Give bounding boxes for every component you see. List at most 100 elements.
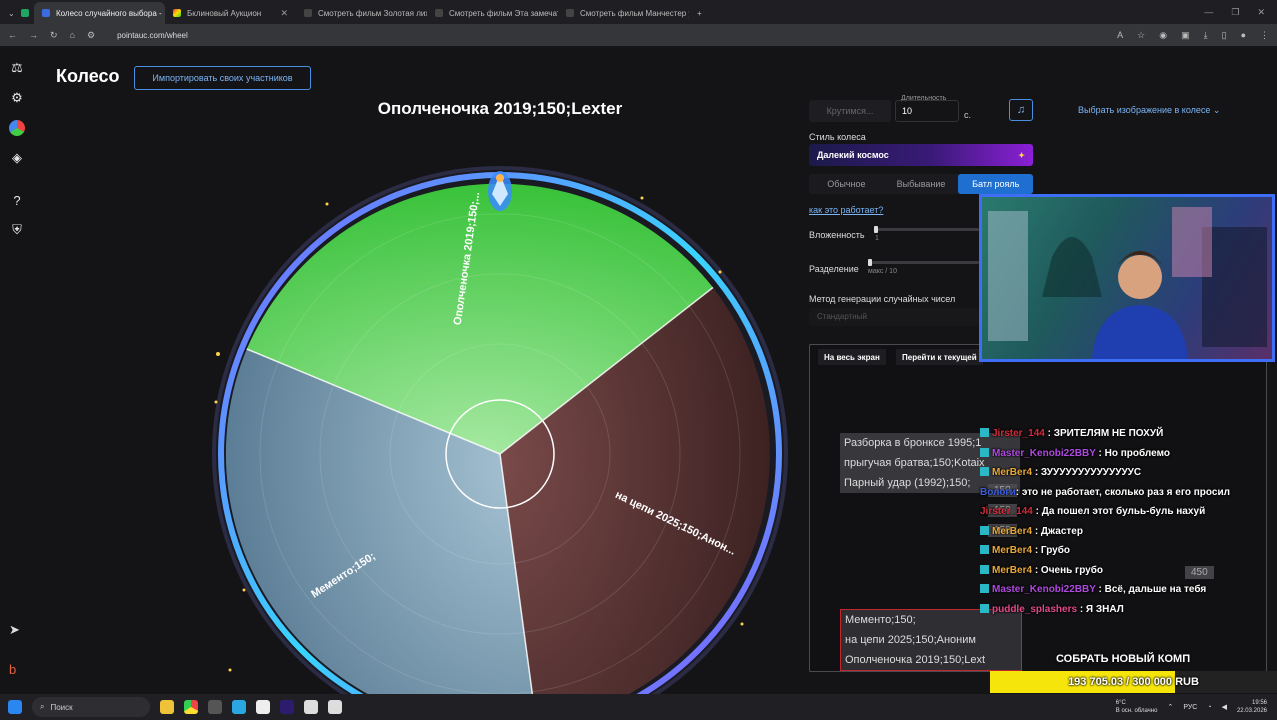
chat-text: : Я ЗНАЛ	[1079, 603, 1124, 615]
wheel-image-select[interactable]: Выбрать изображение в колесе ⌄	[1078, 105, 1220, 116]
maximize-icon[interactable]: ❐	[1231, 6, 1240, 17]
nesting-slider-knob[interactable]	[874, 226, 878, 233]
chat-message: MerBer4 : Джастер	[980, 522, 1277, 542]
taskbar-search[interactable]: ⌕ Поиск	[32, 697, 150, 717]
weather-widget[interactable]: 6°C В осн. облачно	[1116, 699, 1158, 715]
system-tray: 6°C В осн. облачно ⌃ РУС ◔ ◀ 19:56 22.03.2…	[1116, 699, 1277, 715]
split-label: Разделение	[809, 264, 859, 274]
download-icon[interactable]: ⤓	[1203, 29, 1208, 40]
telegram-taskbar-icon[interactable]	[232, 700, 246, 714]
obs-icon[interactable]	[304, 700, 318, 714]
chrome-icon[interactable]	[184, 700, 198, 714]
wheel-segment-blue	[225, 349, 533, 694]
duration-input[interactable]: 10	[895, 100, 959, 122]
translate-icon[interactable]: A	[1117, 29, 1124, 40]
rng-select[interactable]: Стандартный	[809, 308, 979, 326]
settings-icon[interactable]: ⚙	[11, 90, 23, 105]
wheel-segment-green	[246, 183, 714, 455]
wifi-icon[interactable]: ◔	[1207, 703, 1212, 711]
chevron-up-icon[interactable]: ⌃	[1167, 704, 1174, 711]
list-item: Парный удар (1992);150;	[844, 477, 971, 489]
clock[interactable]: 19:56 22.03.2026	[1237, 699, 1267, 715]
language-indicator[interactable]: РУС	[1183, 703, 1198, 711]
list-item: Мементо;150;	[845, 614, 916, 626]
new-tab-button[interactable]: +	[689, 2, 713, 24]
tab-auction[interactable]: Бклиновый Аукцион ✕	[165, 2, 296, 24]
tab-film-1[interactable]: Смотреть фильм Золотая лихо✕	[296, 2, 427, 24]
score-value: 150	[988, 484, 1017, 497]
site-info-icon[interactable]: ⚙	[86, 29, 96, 40]
tab-wheel[interactable]: Колесо случайного выбора - ✕	[34, 2, 165, 24]
chat-username: Jirster_144	[992, 428, 1045, 439]
clock-time: 19:56	[1251, 700, 1267, 706]
close-window-icon[interactable]: ✕	[1257, 6, 1265, 17]
reload-icon[interactable]: ↻	[50, 29, 58, 40]
split-icon[interactable]: ▯	[1221, 29, 1227, 40]
bookmark-star-icon[interactable]: ☆	[1137, 29, 1146, 40]
music-button[interactable]: ♫	[1009, 99, 1033, 121]
boosty-icon[interactable]: b	[9, 662, 17, 677]
profile-icon[interactable]: ●	[1240, 29, 1246, 40]
chat-text: : Грубо	[1034, 545, 1071, 556]
mode-battle-royale[interactable]: Батл рояль	[958, 174, 1034, 194]
extension-icon[interactable]: ◉	[1159, 29, 1168, 40]
close-icon[interactable]: ✕	[280, 7, 288, 18]
import-participants-button[interactable]: Импортировать своих участников	[134, 66, 311, 90]
telegram-icon[interactable]: ➤	[9, 622, 20, 637]
donation-goal-fill	[990, 671, 1176, 693]
windows-taskbar: ⌕ Поиск 6°C В осн. облачно ⌃ РУС ◔ ◀ 19:56…	[0, 694, 1277, 720]
list-item: Ополченочка 2019;150;Lext	[845, 654, 986, 666]
page-favicon	[435, 9, 443, 17]
wheel-style-select[interactable]: Далекий космос ✦	[809, 144, 1033, 166]
list-item: прыгучая братва;150;Kotaix	[844, 457, 985, 469]
volume-icon[interactable]: ◀	[1221, 704, 1227, 711]
chat-text: : Очень грубо	[1034, 564, 1104, 576]
list-item: Разборка в бронксе 1995;1	[844, 437, 982, 449]
donation-goal-text: 193 705.03 / 300 000 RUB	[1068, 676, 1199, 688]
puzzle-icon[interactable]: ▣	[1181, 29, 1190, 40]
nesting-slider[interactable]	[874, 226, 979, 233]
wheel-style-value: Далекий космос	[817, 150, 889, 160]
score-value: 150	[988, 504, 1017, 517]
explorer-icon[interactable]	[160, 700, 174, 714]
spin-button[interactable]: Крутимся...	[809, 100, 891, 122]
help-icon[interactable]: ?	[13, 192, 21, 208]
home-icon[interactable]: ⌂	[69, 30, 75, 40]
plus-icon: +	[697, 8, 702, 18]
shield-icon[interactable]: ⛨	[12, 222, 22, 237]
goto-current-button[interactable]: Перейти к текущей	[896, 349, 983, 365]
obs-icon[interactable]	[328, 700, 342, 714]
tab-film-3[interactable]: Смотреть фильм Манчестер у✕	[558, 2, 689, 24]
url-field[interactable]: pointauc.com/wheel	[117, 30, 188, 40]
wheel-icon[interactable]	[9, 120, 25, 136]
mode-normal[interactable]: Обычное	[827, 179, 866, 189]
mode-elimination[interactable]: Выбывание	[896, 179, 946, 189]
badge-icon	[980, 525, 989, 535]
participants-list-bottom: Мементо;150; на цепи 2025;150;Аноним Опо…	[840, 609, 1022, 671]
forward-icon[interactable]: →	[29, 30, 38, 40]
chat-username: Master_Kenobi22BBY	[992, 447, 1096, 459]
tab-menu-button[interactable]: ⌄	[0, 2, 34, 24]
app-icon[interactable]	[256, 700, 270, 714]
premiere-icon[interactable]	[280, 700, 294, 714]
split-slider-knob[interactable]	[868, 259, 872, 266]
tab-film-2[interactable]: Смотреть фильм Эта замечате✕	[427, 2, 558, 24]
gavel-icon[interactable]: ⚖	[11, 60, 23, 75]
windows-start-icon[interactable]	[8, 700, 22, 714]
how-it-works-link[interactable]: как это работает?	[809, 205, 884, 215]
tab-title: Смотреть фильм Манчестер у	[580, 8, 689, 18]
wheel[interactable]: Ополченочка 2019;150;... на цепи 2025;15…	[200, 116, 800, 694]
split-slider[interactable]	[868, 259, 979, 266]
fullscreen-button[interactable]: На весь экран	[818, 349, 886, 365]
chat-text: : ЗУУУУУУУУУУУУУУС	[1034, 467, 1142, 478]
layers-icon[interactable]: ◈	[12, 150, 22, 165]
browser-tab-bar: ⌄ Колесо случайного выбора - ✕ Бклиновый…	[0, 0, 1277, 24]
menu-icon[interactable]: ⋮	[1260, 29, 1269, 40]
minimize-icon[interactable]: —	[1204, 6, 1214, 17]
donation-goal-bar: 193 705.03 / 300 000 RUB	[990, 671, 1277, 693]
wheel-sparkles	[214, 196, 744, 672]
webcam-overlay	[979, 194, 1275, 362]
app-icon[interactable]	[208, 700, 222, 714]
back-icon[interactable]: ←	[8, 30, 17, 40]
sheets-icon	[20, 9, 29, 17]
